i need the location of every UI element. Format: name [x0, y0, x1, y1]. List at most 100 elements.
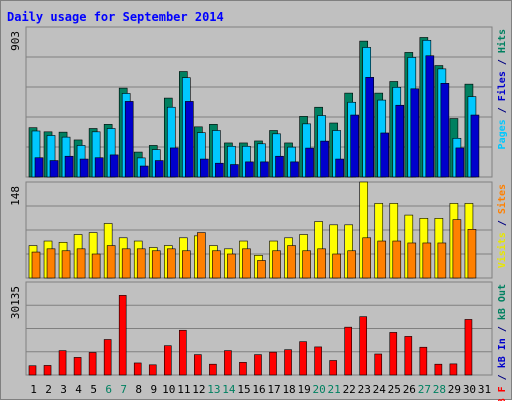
max-label-kbf-kbin-kbout: 30135 [9, 286, 22, 319]
x-tick-day-2: 2 [45, 383, 52, 396]
bar-pages-day-22 [350, 114, 359, 178]
x-tick-day-3: 3 [60, 383, 67, 396]
bar-kb-f-day-3 [58, 350, 67, 376]
bar-pages-day-26 [410, 88, 420, 178]
bar-sites-day-28 [437, 242, 447, 279]
x-tick-day-19: 19 [297, 383, 310, 396]
x-tick-day-22: 22 [343, 383, 356, 396]
bar-pages-day-12 [200, 158, 209, 178]
x-tick-day-25: 25 [388, 383, 401, 396]
axis-label-part: / [497, 53, 508, 71]
x-tick-day-24: 24 [373, 383, 387, 396]
axis-label-part: kB F [497, 386, 508, 401]
bar-kb-f-day-14 [224, 350, 232, 376]
bar-kb-f-day-20 [314, 346, 322, 376]
x-tick-day-10: 10 [162, 383, 175, 396]
bar-sites-day-8 [136, 248, 146, 279]
x-tick-day-5: 5 [90, 383, 97, 396]
bar-pages-day-3 [64, 155, 74, 178]
axis-label-part: / [497, 320, 508, 338]
axis-label-part: Sites [496, 184, 508, 214]
x-tick-day-20: 20 [313, 383, 326, 396]
x-tick-day-1: 1 [30, 383, 37, 396]
bar-kb-f-day-2 [43, 365, 52, 376]
bar-pages-day-5 [94, 157, 104, 178]
bar-pages-day-18 [290, 161, 299, 178]
bar-pages-day-14 [230, 164, 239, 178]
x-tick-day-15: 15 [237, 383, 250, 396]
bar-kb-f-day-1 [28, 365, 37, 376]
bar-sites-day-27 [422, 242, 432, 279]
bar-kb-f-day-30 [464, 319, 473, 376]
max-label-hits-files-pages: 903 [9, 31, 22, 51]
bar-sites-day-20 [317, 248, 326, 279]
x-tick-day-21: 21 [328, 383, 341, 396]
bar-pages-day-10 [169, 147, 179, 178]
axis-label-part: Visits [496, 232, 508, 268]
x-tick-day-26: 26 [403, 383, 416, 396]
x-tick-day-13: 13 [207, 383, 220, 396]
x-tick-day-9: 9 [150, 383, 157, 396]
bar-sites-day-1 [31, 251, 41, 279]
bar-kb-f-day-16 [254, 354, 262, 376]
x-tick-day-6: 6 [105, 383, 112, 396]
bar-sites-day-12 [197, 232, 206, 279]
bar-kb-f-day-11 [179, 329, 187, 376]
x-tick-day-23: 23 [358, 383, 371, 396]
axis-label-part: / [497, 214, 508, 232]
x-tick-day-27: 27 [418, 383, 431, 396]
bar-sites-day-3 [61, 250, 71, 279]
axis-label-part: Pages [497, 119, 508, 149]
bar-sites-day-4 [76, 248, 86, 279]
x-tick-day-16: 16 [252, 383, 265, 396]
bar-sites-day-18 [287, 245, 296, 279]
x-tick-day-31: 31 [478, 383, 491, 396]
bar-kb-f-day-26 [404, 336, 413, 376]
bar-sites-day-10 [166, 248, 176, 279]
bar-sites-day-30 [467, 229, 477, 279]
bar-kb-f-day-23 [359, 316, 368, 376]
bar-sites-day-24 [377, 240, 387, 279]
x-tick-day-17: 17 [267, 383, 280, 396]
axis-label-part: Hits [496, 29, 508, 53]
bar-kb-f-day-24 [374, 353, 383, 376]
bar-sites-day-7 [121, 248, 131, 279]
bar-pages-day-7 [124, 101, 134, 178]
bar-kb-f-day-19 [299, 341, 307, 376]
axis-label-part: / [497, 101, 508, 119]
axis-label-part: / [497, 368, 508, 386]
axis-label-part: kB Out [497, 284, 508, 320]
bar-pages-day-28 [440, 83, 450, 178]
bar-pages-day-30 [470, 114, 480, 178]
bar-kb-f-day-12 [194, 354, 202, 376]
bar-pages-day-6 [109, 154, 119, 178]
bar-kb-f-day-25 [389, 332, 398, 376]
bar-sites-day-21 [332, 253, 341, 279]
bar-pages-day-24 [380, 132, 390, 178]
bar-kb-f-day-6 [103, 339, 112, 376]
bar-sites-day-9 [151, 250, 161, 279]
bar-kb-f-day-18 [284, 349, 292, 376]
bar-pages-day-11 [185, 101, 194, 178]
bar-pages-day-19 [305, 147, 314, 178]
bar-sites-day-5 [91, 253, 101, 279]
bar-pages-day-17 [275, 155, 284, 178]
bar-sites-day-14 [227, 253, 236, 279]
x-tick-day-8: 8 [135, 383, 142, 396]
x-tick-day-11: 11 [177, 383, 190, 396]
bar-kb-f-day-10 [163, 345, 172, 376]
bar-sites-day-26 [407, 242, 417, 279]
bar-kb-f-day-29 [449, 363, 458, 376]
bar-pages-day-1 [34, 157, 44, 178]
x-tick-day-14: 14 [222, 383, 236, 396]
axis-label-kbf-kbin-kbout: kB F / kB In / kB Out [497, 284, 508, 401]
bar-sites-day-19 [302, 250, 311, 279]
chart-title: Daily usage for September 2014 [7, 10, 224, 24]
bar-sites-day-11 [182, 250, 191, 279]
x-tick-day-28: 28 [433, 383, 446, 396]
bar-pages-day-16 [260, 161, 269, 178]
x-tick-day-7: 7 [120, 383, 127, 396]
bar-sites-day-16 [257, 260, 266, 279]
bar-kb-f-day-22 [344, 326, 352, 376]
